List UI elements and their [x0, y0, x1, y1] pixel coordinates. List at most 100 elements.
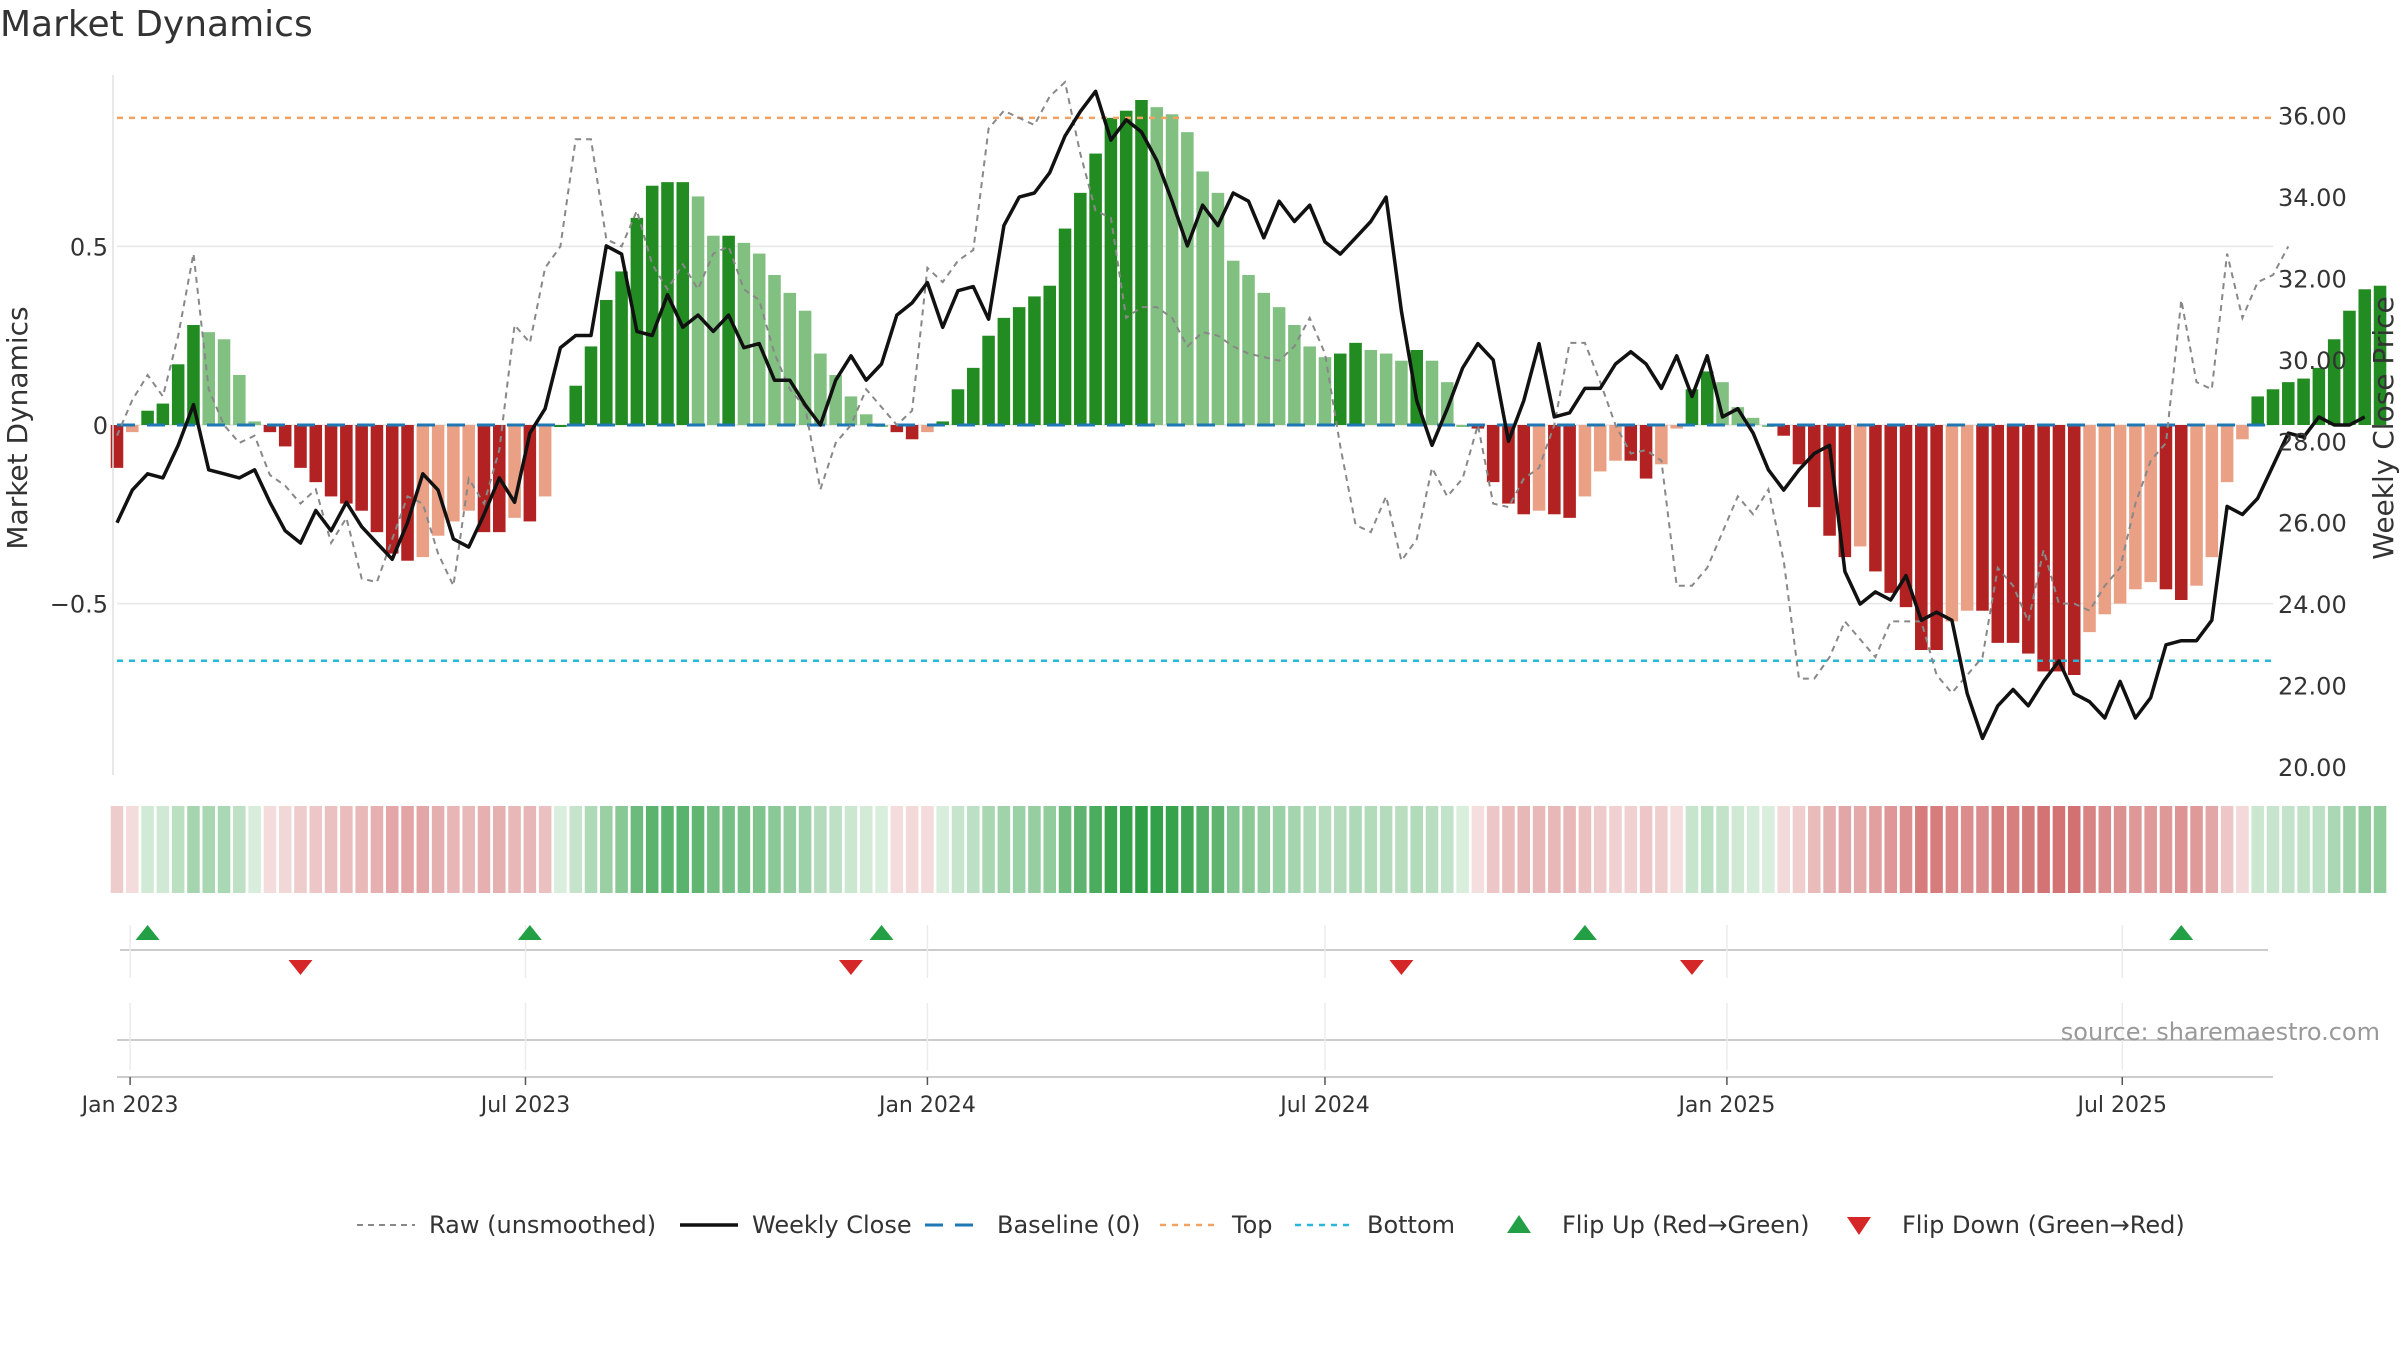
heatmap-cell: [1272, 806, 1286, 893]
dynamics-bar: [1945, 425, 1959, 622]
dynamics-bar: [615, 271, 628, 425]
dynamics-bar: [1288, 325, 1301, 425]
heatmap-cell: [1792, 806, 1806, 893]
right-tick-label: 34.00: [2278, 184, 2347, 212]
heatmap-cell: [1471, 806, 1485, 893]
heatmap-cell: [1135, 806, 1148, 893]
x-tick-label: Jul 2025: [2076, 1093, 2168, 1118]
heatmap-cell: [187, 806, 200, 893]
heatmap-cell: [1441, 806, 1454, 893]
source-credit: source: sharemaestro.com: [2061, 1018, 2380, 1046]
dynamics-bar: [737, 242, 751, 425]
heatmap-cell: [1823, 806, 1836, 893]
heatmap-cell: [1853, 806, 1867, 893]
heatmap-cell: [1609, 806, 1622, 893]
x-tick-label: Jan 2024: [877, 1093, 976, 1118]
chart-title: Market Dynamics: [0, 4, 313, 45]
heatmap-cell: [997, 806, 1011, 893]
dynamics-bar: [600, 300, 613, 425]
dynamics-bar: [1425, 360, 1439, 425]
dynamics-bar: [1976, 425, 1989, 611]
dynamics-bar: [141, 410, 154, 425]
heatmap-cell: [2052, 806, 2066, 893]
dynamics-bar: [324, 425, 338, 497]
dynamics-bar: [2067, 425, 2081, 675]
dynamics-bar: [1517, 425, 1531, 515]
heatmap-cell: [2144, 806, 2157, 893]
legend-item-flipup: Flip Up (Red→Green): [1507, 1211, 1810, 1239]
heatmap-cell: [1517, 806, 1531, 893]
dynamics-bar: [447, 425, 460, 522]
legend-item-bottom: Bottom: [1295, 1211, 1455, 1239]
heatmap-cell: [217, 806, 231, 893]
overlay-lines: [115, 80, 2366, 741]
heatmap-cell: [416, 806, 430, 893]
flip-up-marker: [135, 925, 160, 940]
heatmap-cell: [263, 806, 277, 893]
heatmap-cell: [1226, 806, 1240, 893]
heatmap-cell: [385, 806, 399, 893]
dynamics-bar: [309, 425, 323, 483]
dynamics-bar: [1486, 425, 1500, 483]
dynamics-bar: [1609, 425, 1622, 461]
dynamics-bar: [2052, 425, 2066, 672]
heatmap-cell: [477, 806, 491, 893]
dynamics-bar: [1502, 425, 1515, 504]
heatmap-cell: [1915, 806, 1928, 893]
right-axis-label: Weekly Close Price: [2367, 296, 2400, 559]
heatmap-cell: [691, 806, 705, 893]
dynamics-bar: [1058, 228, 1072, 425]
dynamics-bar: [294, 425, 307, 468]
right-tick-label: 32.00: [2278, 265, 2347, 293]
heatmap-cell: [309, 806, 323, 893]
dynamics-bar: [2098, 425, 2112, 615]
dynamics-bar: [1930, 425, 1943, 650]
dynamics-bar: [538, 425, 552, 497]
heatmap-cell: [661, 806, 674, 893]
dynamics-bar: [1165, 114, 1179, 426]
dynamics-bar: [1808, 425, 1821, 508]
heatmap-cell: [156, 806, 170, 893]
dynamics-bar: [890, 425, 904, 433]
heatmap-cell: [1165, 806, 1179, 893]
x-tick-label: Jan 2023: [80, 1093, 179, 1118]
dynamics-bar: [171, 364, 185, 425]
dynamics-bar: [661, 182, 674, 425]
heatmap-cell: [1639, 806, 1653, 893]
legend-label-flipdown: Flip Down (Green→Red): [1902, 1211, 2185, 1239]
heatmap-cell: [1303, 806, 1316, 893]
heatmap-cell: [1945, 806, 1959, 893]
heatmap-cell: [707, 806, 720, 893]
dynamics-bar: [1379, 353, 1393, 425]
heatmap-cell: [2266, 806, 2280, 893]
heatmap-cell: [615, 806, 628, 893]
dynamics-bar: [2266, 389, 2280, 425]
heatmap-cell: [1670, 806, 1683, 893]
heatmap-cell: [1976, 806, 1989, 893]
heatmap-cell: [2205, 806, 2219, 893]
dynamics-bar: [1349, 342, 1362, 425]
flip-down-marker: [1389, 960, 1414, 975]
dynamics-bar: [217, 339, 231, 425]
heatmap-cell: [1655, 806, 1668, 893]
dynamics-bar: [569, 385, 582, 425]
legend-item-baseline: Baseline (0): [925, 1211, 1140, 1239]
heatmap-cell: [1578, 806, 1592, 893]
heatmap-cell: [1700, 806, 1714, 893]
x-tick-label: Jul 2023: [479, 1093, 571, 1118]
heatmap-cell: [1119, 806, 1133, 893]
dynamics-bar: [278, 425, 292, 447]
dynamics-bar: [2037, 425, 2050, 672]
heatmap-cell: [1318, 806, 1332, 893]
strength-heatmap-strip: [110, 806, 2387, 893]
heatmap-cell: [171, 806, 185, 893]
dynamics-bar: [1884, 425, 1897, 593]
heatmap-cell: [1288, 806, 1301, 893]
dynamics-bar: [2251, 396, 2264, 425]
dynamics-bar: [1257, 292, 1271, 425]
heatmap-cell: [462, 806, 475, 893]
dynamics-bar: [1104, 117, 1118, 425]
dynamics-bar: [2373, 285, 2387, 425]
right-tick-label: 20.00: [2278, 754, 2347, 782]
